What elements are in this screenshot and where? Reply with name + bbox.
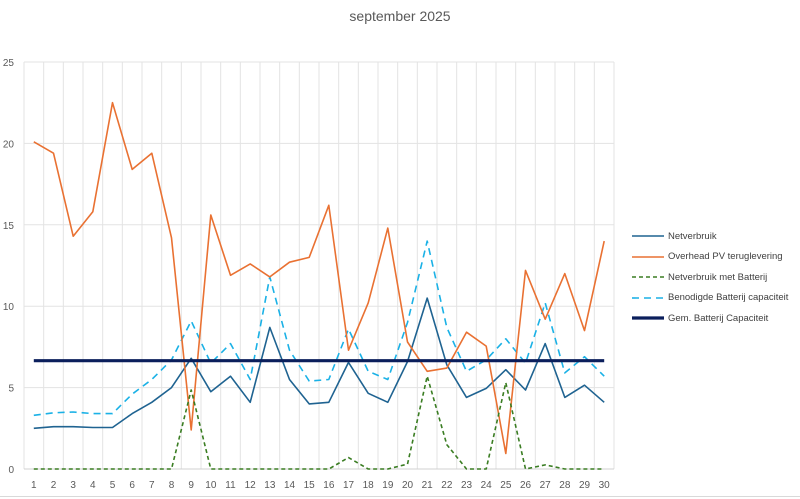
- x-tick-label: 2: [51, 480, 57, 491]
- x-tick-label: 11: [225, 480, 236, 491]
- x-tick-label: 25: [500, 480, 512, 491]
- x-tick-label: 21: [422, 480, 434, 491]
- x-tick-label: 7: [149, 480, 155, 491]
- chart-border: [0, 496, 800, 497]
- y-tick-label: 15: [3, 221, 15, 232]
- x-tick-label: 8: [169, 480, 175, 491]
- x-tick-label: 26: [520, 480, 532, 491]
- x-tick-label: 9: [188, 480, 194, 491]
- legend-line-icon: [632, 296, 664, 299]
- x-tick-label: 17: [343, 480, 355, 491]
- x-tick-label: 30: [599, 480, 611, 491]
- x-tick-label: 16: [323, 480, 335, 491]
- legend-item: Netverbruik: [632, 226, 788, 247]
- chart-legend: Netverbruik Overhead PV teruglevering Netv…: [632, 226, 788, 329]
- y-axis: 0 5 10 15 20 25: [3, 58, 15, 476]
- x-tick-label: 3: [70, 480, 76, 491]
- y-tick-label: 0: [8, 465, 14, 476]
- x-tick-label: 1: [31, 480, 37, 491]
- chart-title: september 2025: [349, 8, 451, 24]
- x-tick-label: 20: [402, 480, 414, 491]
- series-line-netverbruik: [33, 297, 605, 430]
- y-tick-label: 5: [8, 384, 14, 395]
- legend-item: Benodigde Batterij capaciteit: [632, 288, 788, 309]
- x-tick-label: 18: [363, 480, 375, 491]
- x-tick-label: 15: [304, 480, 316, 491]
- legend-line-icon: [632, 276, 664, 279]
- legend-label: Netverbruik met Batterij: [668, 271, 768, 283]
- x-tick-label: 27: [540, 480, 552, 491]
- x-tick-label: 10: [205, 480, 217, 491]
- series-line-netverbruik-met-batterij: [33, 375, 605, 470]
- legend-line-icon: [632, 316, 664, 320]
- legend-item: Overhead PV teruglevering: [632, 247, 788, 268]
- x-tick-label: 28: [559, 480, 571, 491]
- gridlines: [23, 61, 615, 470]
- x-tick-label: 14: [284, 480, 296, 491]
- series-lines: [33, 101, 605, 470]
- legend-line-icon: [632, 255, 664, 258]
- legend-label: Benodigde Batterij capaciteit: [668, 292, 789, 304]
- x-tick-label: 12: [245, 480, 257, 491]
- legend-line-icon: [632, 235, 664, 238]
- x-tick-label: 6: [129, 480, 135, 491]
- x-tick-label: 4: [90, 480, 96, 491]
- x-tick-label: 19: [382, 480, 394, 491]
- series-line-benodigde-batterij-capaciteit: [33, 240, 605, 417]
- series-line-overhead-pv-teruglevering: [33, 101, 605, 455]
- x-tick-label: 13: [264, 480, 276, 491]
- y-tick-label: 20: [3, 139, 15, 150]
- x-tick-label: 23: [461, 480, 473, 491]
- legend-item: Gem. Batterij Capaciteit: [632, 308, 788, 329]
- y-tick-label: 10: [3, 302, 15, 313]
- legend-label: Gem. Batterij Capaciteit: [668, 312, 769, 324]
- legend-label: Overhead PV teruglevering: [668, 251, 783, 263]
- x-tick-label: 24: [481, 480, 493, 491]
- x-tick-label: 5: [110, 480, 116, 491]
- legend-item: Netverbruik met Batterij: [632, 267, 788, 288]
- x-tick-label: 22: [441, 480, 453, 491]
- x-axis: 1 2 3 4 5 6 7 8 9 10 11 12 13 14 15 16 17 18 19 20 21 22 23 24 2…: [31, 480, 610, 491]
- legend-label: Netverbruik: [668, 230, 717, 242]
- x-tick-label: 29: [579, 480, 591, 491]
- y-tick-label: 25: [3, 58, 15, 69]
